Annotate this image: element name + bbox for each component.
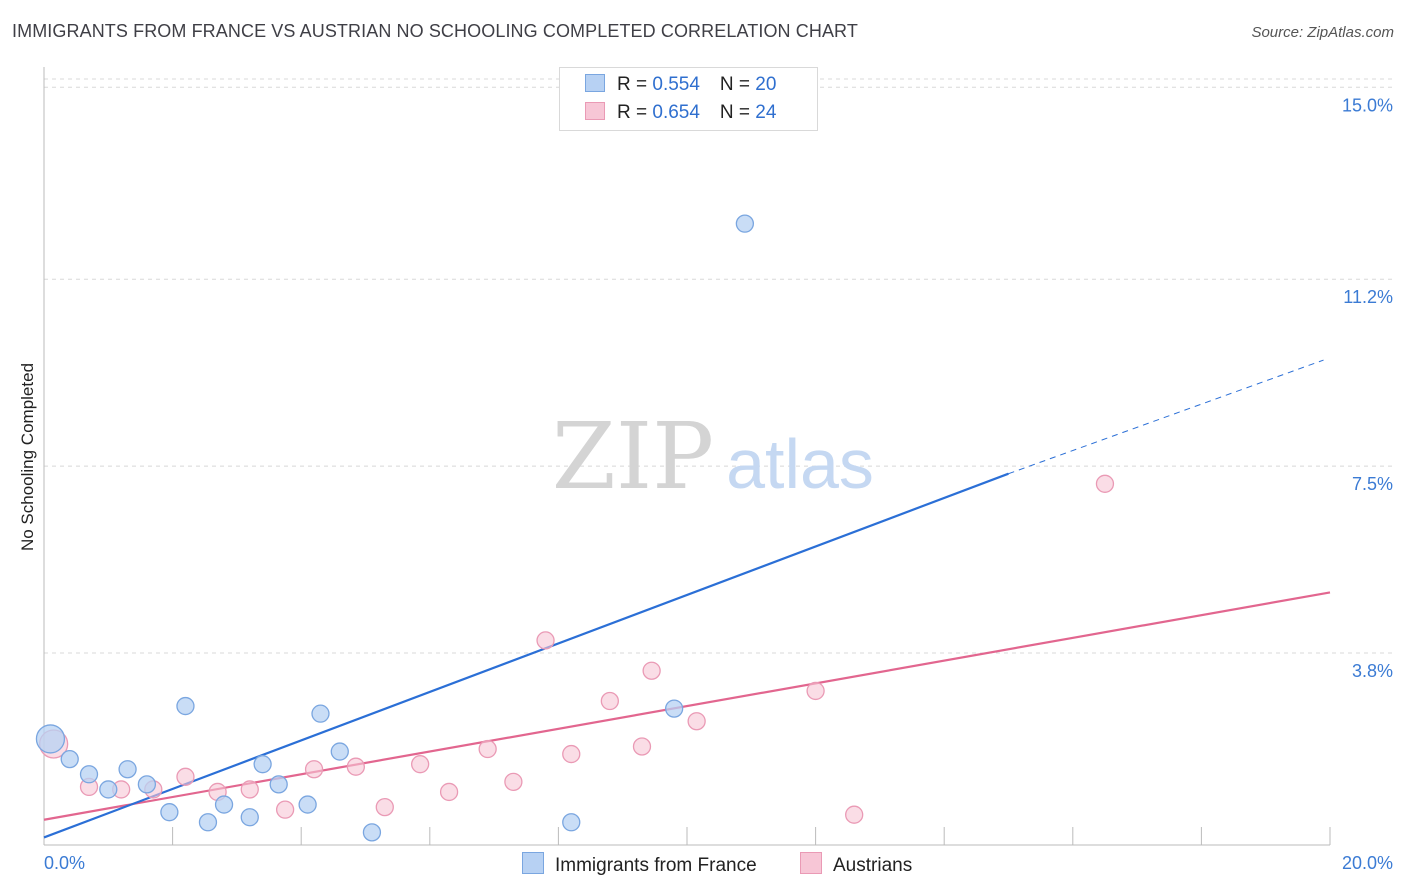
chart-title: IMMIGRANTS FROM FRANCE VS AUSTRIAN NO SC… — [12, 21, 858, 41]
point-austrians — [478, 739, 497, 759]
blue-swatch-icon — [585, 74, 605, 92]
pink-swatch-icon — [585, 102, 605, 120]
legend-r-label: R = — [617, 102, 653, 123]
trend-line-france — [43, 472, 1009, 839]
point-austrians — [176, 767, 195, 786]
point-france — [664, 699, 684, 718]
legend-r-value: 0.654 — [652, 102, 700, 123]
point-france — [60, 749, 79, 769]
point-austrians — [806, 681, 825, 701]
point-austrians — [375, 797, 394, 817]
point-austrians — [439, 782, 459, 802]
point-austrians — [600, 691, 619, 711]
trend-lines — [43, 359, 1331, 839]
legend-n-label: N = — [719, 74, 756, 95]
point-austrians — [346, 757, 366, 776]
legend-label-france: Immigrants from France — [555, 855, 757, 876]
legend-r-value: 0.554 — [652, 74, 700, 95]
point-austrians — [536, 631, 555, 650]
point-austrians — [411, 755, 430, 774]
legend-n-value: 24 — [755, 102, 777, 123]
legend-item-france[interactable]: Immigrants from France — [522, 852, 757, 877]
legend-r-label: R = — [617, 74, 653, 95]
legend-row-france: R = 0.554 N = 20 — [585, 74, 776, 96]
legend-n-label: N = — [719, 102, 756, 123]
point-france — [160, 803, 179, 822]
legend-row-austrians: R = 0.654 N = 24 — [585, 102, 776, 124]
point-france — [35, 724, 66, 754]
tick-labels: 3.8% 7.5% 11.2% 15.0% 0.0% 20.0% — [44, 95, 1393, 873]
point-france — [214, 795, 234, 814]
point-austrians — [632, 737, 652, 756]
point-austrians — [642, 661, 661, 680]
legend-label-austrians: Austrians — [833, 855, 913, 876]
watermark: ZIP atlas — [552, 403, 874, 510]
legend-n-value: 20 — [755, 74, 777, 95]
point-austrians — [562, 744, 581, 764]
point-france — [118, 760, 137, 779]
point-france — [137, 775, 157, 794]
watermark-atlas: atlas — [726, 425, 874, 503]
point-austrians — [504, 772, 523, 792]
point-france — [240, 808, 259, 827]
point-france — [298, 795, 317, 814]
point-france — [79, 765, 99, 784]
blue-swatch-icon — [522, 852, 544, 874]
point-france — [99, 780, 118, 799]
point-france — [311, 704, 330, 723]
grid-lines — [44, 78, 1394, 654]
point-france — [176, 696, 195, 716]
point-france — [253, 755, 272, 774]
trend-line-austrians — [43, 591, 1331, 821]
point-france — [362, 823, 382, 842]
point-austrians — [240, 780, 259, 799]
y-tick-label: 15.0% — [1342, 95, 1393, 115]
point-austrians — [275, 800, 295, 819]
x-tick-label: 0.0% — [44, 853, 85, 873]
point-france — [198, 813, 218, 832]
source-label: Source: ZipAtlas.com — [1251, 24, 1394, 41]
point-austrians — [845, 805, 864, 824]
data-points — [35, 214, 1115, 842]
point-france — [562, 813, 581, 832]
y-tick-label: 3.8% — [1352, 661, 1393, 681]
point-austrians — [304, 760, 324, 779]
trend-line-france-extension — [1008, 359, 1324, 475]
point-france — [735, 214, 755, 233]
stats-legend: R = 0.554 N = 20 R = 0.654 N = 24 — [559, 67, 818, 131]
point-france — [269, 775, 288, 794]
point-france — [330, 742, 349, 761]
watermark-zip: ZIP — [552, 403, 714, 510]
point-austrians — [687, 712, 706, 731]
y-tick-label: 7.5% — [1352, 474, 1393, 494]
axes — [43, 67, 1331, 846]
x-tick-label: 20.0% — [1342, 853, 1393, 873]
point-austrians — [1095, 474, 1115, 493]
pink-swatch-icon — [800, 852, 822, 874]
legend-item-austrians[interactable]: Austrians — [800, 852, 912, 877]
y-tick-label: 11.2% — [1343, 287, 1393, 307]
